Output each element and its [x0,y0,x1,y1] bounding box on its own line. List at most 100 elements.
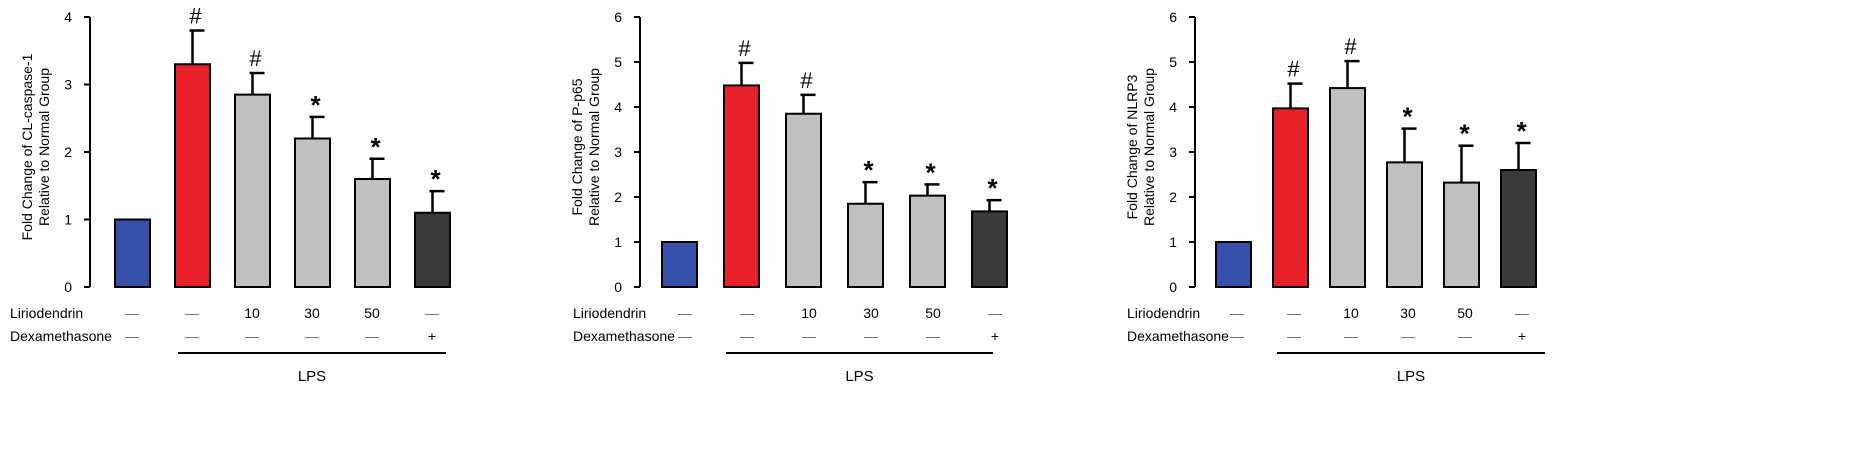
chart2-y-tick-label: 6 [614,9,622,25]
chart1-liriodendrin-value: — [125,305,139,321]
chart3-dexamethasone-value: — [1230,328,1244,344]
chart1-significance-mark: * [430,164,441,194]
chart1-liriodendrin-value: 30 [304,305,320,321]
chart1-y-tick-label: 4 [64,9,72,25]
chart1-bar [354,178,391,288]
chart2-liriodendrin-value: 10 [801,305,817,321]
chart1-significance-mark: * [310,90,321,120]
chart1-dexamethasone-value: — [185,328,199,344]
chart2-dexamethasone-value: — [926,328,940,344]
chart3-liriodendrin-value: 30 [1400,305,1416,321]
chart2-bar [723,84,760,289]
chart2-y-tick-label: 1 [614,234,622,250]
chart2-liriodendrin-value: 50 [925,305,941,321]
chart2-y-label-line-1: Fold Change of P-p65 [569,78,585,215]
chart3-row-label-liriodendrin: Liriodendrin [1127,305,1200,321]
chart1-y-label-line-1: Fold Change of CL-caspase-1 [19,53,35,240]
chart3-liriodendrin-value: 10 [1343,305,1359,321]
chart3-liriodendrin-value: 50 [1457,305,1473,321]
chart2-lps-label: LPS [845,368,873,385]
chart2-bar [971,210,1008,288]
chart1-dexamethasone-value: — [305,328,319,344]
chart2-significance-mark: # [800,68,813,93]
chart2-y-tick-label: 2 [614,189,622,205]
chart1-y-tick-label: 1 [64,212,72,228]
chart2-bar [661,241,698,288]
chart1-bar [114,218,151,288]
chart3-y-tick-label: 4 [1169,99,1177,115]
chart3-liriodendrin-value: — [1287,305,1301,321]
chart3-dexamethasone-value: — [1401,328,1415,344]
chart1-y-tick-label: 2 [64,144,72,160]
chart1-significance-mark: # [189,4,202,29]
chart3-bar [1443,181,1480,289]
chart1-row-label-dexamethasone: Dexamethasone [10,328,112,344]
chart1-bar [294,137,331,288]
chart3-y-tick-label: 1 [1169,234,1177,250]
chart2-significance-mark: # [738,36,751,61]
chart2-bar [785,112,822,288]
chart1-lps-label: LPS [298,368,326,385]
chart1-significance-mark: # [249,46,262,71]
chart2-y-tick-label: 4 [614,99,622,115]
chart3-lps-label: LPS [1397,368,1425,385]
chart3-y-tick-label: 2 [1169,189,1177,205]
chart3-significance-mark: * [1459,119,1470,149]
chart2-y-tick-label: 0 [614,279,622,295]
chart2-dexamethasone-value: — [740,328,754,344]
chart1-liriodendrin-value: — [185,305,199,321]
chart2-liriodendrin-value: — [678,305,692,321]
chart3-significance-mark: * [1402,102,1413,132]
chart1-dexamethasone-value: + [428,328,436,344]
chart3-bar [1500,169,1537,288]
chart2-bar [847,202,884,288]
chart3-bar [1329,87,1366,288]
chart1-bar [174,63,211,288]
chart2-significance-mark: * [987,173,998,203]
chart3-dexamethasone-value: — [1458,328,1472,344]
chart1-dexamethasone-value: — [365,328,379,344]
chart3-y-tick-label: 5 [1169,54,1177,70]
chart3-bar [1386,161,1423,289]
chart3-liriodendrin-value: — [1230,305,1244,321]
chart1-liriodendrin-value: 10 [244,305,260,321]
chart2-bar [909,194,946,288]
chart3-significance-mark: # [1344,34,1357,59]
chart1-y-label-line-2: Relative to Normal Group [36,68,52,226]
chart2-y-label-line-2: Relative to Normal Group [586,68,602,226]
chart3-dexamethasone-value: + [1518,328,1526,344]
chart3-y-tick-label: 6 [1169,9,1177,25]
chart2-row-label-dexamethasone: Dexamethasone [573,328,675,344]
chart3-bar [1215,241,1252,288]
chart1-dexamethasone-value: — [245,328,259,344]
chart2-dexamethasone-value: — [678,328,692,344]
chart2-row-label-liriodendrin: Liriodendrin [573,305,646,321]
chart2-dexamethasone-value: — [802,328,816,344]
chart3-dexamethasone-value: — [1344,328,1358,344]
chart1-row-label-liriodendrin: Liriodendrin [10,305,83,321]
chart3-y-tick-label: 0 [1169,279,1177,295]
chart3-row-label-dexamethasone: Dexamethasone [1127,328,1229,344]
chart2-liriodendrin-value: — [740,305,754,321]
chart1-y-tick-label: 3 [64,77,72,93]
chart3-dexamethasone-value: — [1287,328,1301,344]
chart1-bar [234,93,271,288]
chart2-dexamethasone-value: — [864,328,878,344]
chart2-significance-mark: * [863,155,874,185]
chart2-liriodendrin-value: 30 [863,305,879,321]
chart3-y-label-line-2: Relative to Normal Group [1141,68,1157,226]
chart2-liriodendrin-value: — [988,305,1002,321]
chart2-y-tick-label: 5 [614,54,622,70]
chart2-significance-mark: * [925,157,936,187]
chart3-bar [1272,107,1309,288]
chart2-y-tick-label: 3 [614,144,622,160]
chart3-y-label-line-1: Fold Change of NLRP3 [1124,74,1140,219]
chart3-liriodendrin-value: — [1515,305,1529,321]
chart1-liriodendrin-value: 50 [364,305,380,321]
chart1-dexamethasone-value: — [125,328,139,344]
chart1-bar [414,211,451,288]
chart1-significance-mark: * [370,132,381,162]
chart1-y-tick-label: 0 [64,279,72,295]
chart2-dexamethasone-value: + [991,328,999,344]
